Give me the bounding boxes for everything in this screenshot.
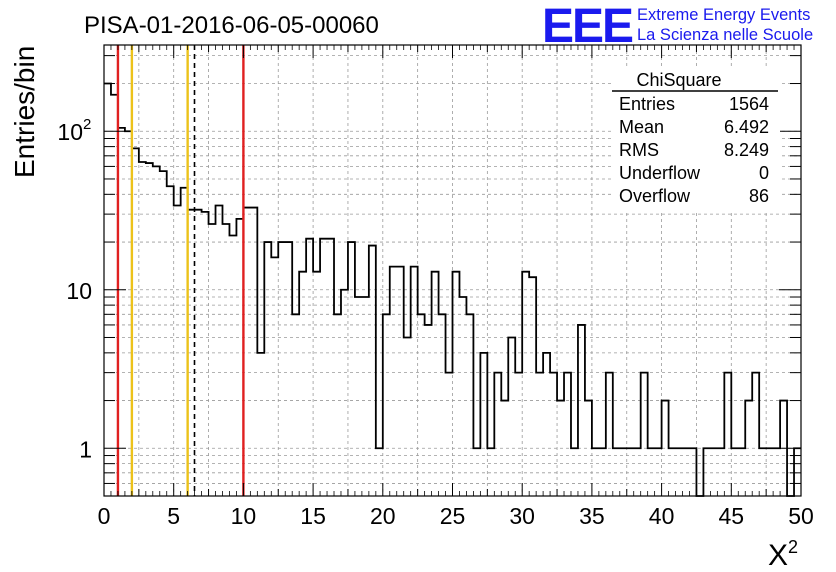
x-tick-label: 15 — [300, 503, 326, 529]
logo-line2: La Scienza nelle Scuole — [637, 26, 813, 44]
y-tick-label: 10 — [57, 119, 83, 145]
x-tick-labels: 0 5 10 15 20 25 30 35 40 45 50 — [98, 503, 814, 529]
ticks-layer — [103, 45, 802, 497]
stats-row-value: 1564 — [729, 94, 769, 114]
logo-line1: Extreme Energy Events — [637, 6, 810, 24]
histogram-layer — [104, 82, 801, 497]
x-tick-label: 0 — [98, 503, 111, 529]
x-tick-label: 40 — [649, 503, 675, 529]
stats-row-value: 8.249 — [724, 140, 769, 160]
logo-mark: EEE — [542, 0, 633, 53]
stats-row-value: 86 — [749, 186, 769, 206]
x-tick-label: 25 — [440, 503, 466, 529]
x-tick-label: 35 — [579, 503, 605, 529]
x-tick-label: 30 — [509, 503, 535, 529]
stats-row-label: Underflow — [619, 163, 701, 183]
eee-logo: EEE Extreme Energy Events La Scienza nel… — [542, 0, 813, 53]
chart-title: PISA-01-2016-06-05-00060 — [84, 12, 379, 39]
y-tick-label: 10 — [66, 278, 92, 304]
histogram-outline — [104, 82, 801, 497]
stats-row-label: Overflow — [619, 186, 691, 206]
marker-lines-layer — [116, 45, 245, 496]
stats-row-label: Mean — [619, 117, 664, 137]
x-tick-label: 50 — [788, 503, 814, 529]
y-axis-label: Entries/bin — [9, 46, 40, 178]
y-tick-label-exponent: 2 — [83, 116, 91, 133]
x-tick-label: 10 — [231, 503, 257, 529]
x-tick-label: 45 — [719, 503, 745, 529]
x-axis-label: X2 — [768, 537, 798, 572]
stats-box-title: ChiSquare — [636, 70, 721, 90]
x-tick-label: 5 — [167, 503, 180, 529]
y-tick-label: 1 — [79, 436, 92, 462]
stats-box: ChiSquare Entries 1564 Mean 6.492 RMS 8.249 Un… — [612, 66, 780, 212]
stats-row-value: 0 — [759, 163, 769, 183]
stats-row-label: RMS — [619, 140, 659, 160]
x-axis-label-sup: 2 — [788, 537, 798, 557]
stats-row-label: Entries — [619, 94, 675, 114]
stats-row-value: 6.492 — [724, 117, 769, 137]
x-tick-label: 20 — [370, 503, 396, 529]
